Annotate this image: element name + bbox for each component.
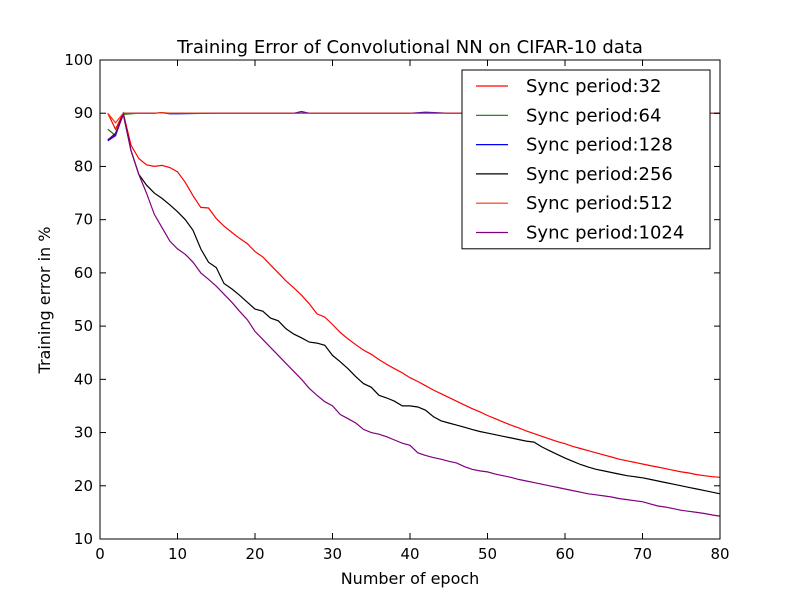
plot-frame — [99, 59, 721, 540]
x-tick-label: 70 — [633, 545, 652, 563]
legend-label-0: Sync period:32 — [526, 76, 661, 97]
y-tick-label: 20 — [74, 477, 93, 495]
x-axis-label: Number of epoch — [341, 569, 480, 588]
x-tick-label: 40 — [400, 545, 419, 563]
x-tick-label: 10 — [168, 545, 187, 563]
x-tick-label: 50 — [478, 545, 497, 563]
y-axis-label: Training error in % — [35, 227, 54, 375]
y-tick-label: 90 — [74, 104, 93, 122]
legend: Sync period:32 Sync period:64 Sync period:… — [461, 69, 711, 250]
series-line-5 — [107, 112, 721, 517]
legend-box — [461, 69, 711, 250]
x-tick-label: 20 — [245, 545, 264, 563]
series-line-0 — [107, 111, 721, 478]
legend-label-1: Sync period:64 — [526, 105, 661, 126]
y-tick-label: 70 — [74, 211, 93, 229]
y-tick-label: 10 — [74, 530, 93, 548]
x-tick-label: 30 — [323, 545, 342, 563]
legend-label-3: Sync period:256 — [526, 164, 673, 185]
y-tick-label: 30 — [74, 424, 93, 442]
x-tick-label: 60 — [555, 545, 574, 563]
legend-label-2: Sync period:128 — [526, 135, 673, 156]
y-tick-label: 40 — [74, 370, 93, 388]
series-line-3 — [107, 112, 721, 495]
legend-label-5: Sync period:1024 — [526, 223, 684, 244]
y-tick-label: 50 — [74, 317, 93, 335]
legend-label-4: Sync period:512 — [526, 193, 673, 214]
y-tick-label: 80 — [74, 157, 93, 175]
y-tick-label: 60 — [74, 264, 93, 282]
x-tick-label: 0 — [95, 545, 105, 563]
chart-title: Training Error of Convolutional NN on CI… — [176, 37, 643, 58]
y-tick-label: 100 — [64, 51, 93, 69]
plot-lines — [107, 110, 721, 517]
x-tick-label: 80 — [710, 545, 729, 563]
